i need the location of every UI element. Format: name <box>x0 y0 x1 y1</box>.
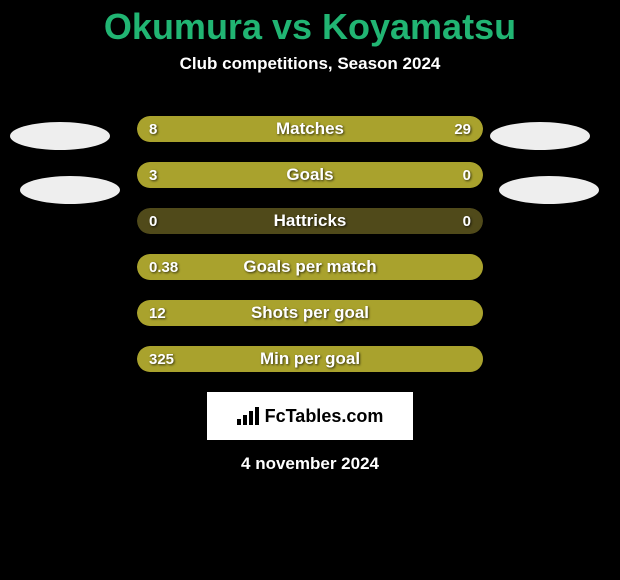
bar-label: Hattricks <box>137 208 483 234</box>
brand-text: FcTables.com <box>265 406 384 427</box>
avatar-left-2 <box>20 176 120 204</box>
bar-label: Goals per match <box>137 254 483 280</box>
comparison-bars: Matches829Goals30Hattricks00Goals per ma… <box>0 116 620 372</box>
avatar-right-2 <box>499 176 599 204</box>
bar-value-left: 325 <box>149 346 174 372</box>
bar-label: Goals <box>137 162 483 188</box>
stat-bar: Min per goal325 <box>137 346 483 372</box>
bar-value-right: 0 <box>463 208 471 234</box>
bar-value-left: 12 <box>149 300 166 326</box>
stat-bar: Goals per match0.38 <box>137 254 483 280</box>
bar-value-left: 8 <box>149 116 157 142</box>
brand-badge: FcTables.com <box>207 392 413 440</box>
bars-icon <box>237 407 259 425</box>
bar-value-right: 29 <box>454 116 471 142</box>
page-subtitle: Club competitions, Season 2024 <box>0 54 620 74</box>
stat-bar: Shots per goal12 <box>137 300 483 326</box>
page-title: Okumura vs Koyamatsu <box>0 0 620 48</box>
footer-date: 4 november 2024 <box>0 454 620 474</box>
bar-value-left: 3 <box>149 162 157 188</box>
bar-value-left: 0.38 <box>149 254 178 280</box>
stat-bar: Goals3 0 <box>137 162 483 188</box>
bar-label: Matches <box>137 116 483 142</box>
stat-bar: Hattricks0 0 <box>137 208 483 234</box>
stat-bar: Matches8 29 <box>137 116 483 142</box>
avatar-left-1 <box>10 122 110 150</box>
bar-label: Shots per goal <box>137 300 483 326</box>
bar-value-right: 0 <box>463 162 471 188</box>
avatar-right-1 <box>490 122 590 150</box>
bar-value-left: 0 <box>149 208 157 234</box>
bar-label: Min per goal <box>137 346 483 372</box>
